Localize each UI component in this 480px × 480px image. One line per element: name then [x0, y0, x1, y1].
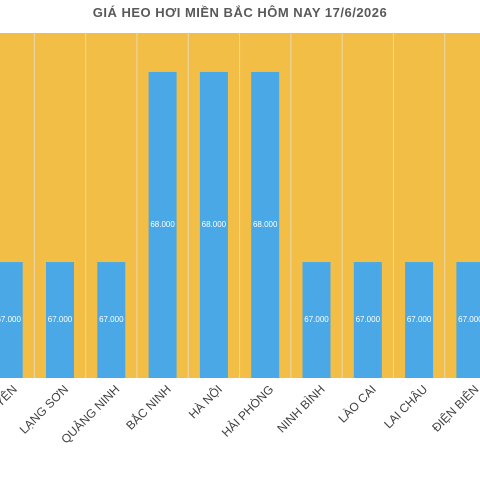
x-tick-label: ĐIỆN BIÊN — [428, 382, 480, 435]
bar — [148, 71, 177, 378]
bar — [302, 262, 331, 378]
value-label: 68.000 — [253, 220, 278, 229]
bar — [199, 71, 228, 378]
bar — [456, 262, 480, 378]
bar — [251, 71, 280, 378]
value-label: 68.000 — [150, 220, 175, 229]
value-label: 68.000 — [202, 220, 227, 229]
bar — [97, 262, 126, 378]
x-tick-label: LAI CHÂU — [380, 382, 430, 432]
bar — [405, 262, 434, 378]
x-tick-label: LÀO CAI — [335, 382, 379, 426]
x-tick-label: HÀ NỘI — [185, 382, 225, 422]
value-label: 67.000 — [458, 315, 480, 324]
value-label: 67.000 — [304, 315, 329, 324]
value-label: 67.000 — [0, 315, 21, 324]
value-label: 67.000 — [407, 315, 432, 324]
value-label: 67.000 — [99, 315, 124, 324]
bar — [0, 262, 23, 378]
value-label: 67.000 — [48, 315, 73, 324]
x-tick-label: LẠNG SƠN — [17, 382, 71, 436]
x-tick-label: NINH BÌNH — [274, 382, 328, 436]
x-tick-label: BẮC NINH — [123, 382, 174, 433]
chart-title: GIÁ HEO HƠI MIỀN BẮC HÔM NAY 17/6/2026 — [93, 5, 388, 20]
bar — [353, 262, 382, 378]
x-tick-label: THÁI NGUYÊN — [0, 382, 20, 451]
value-label: 67.000 — [356, 315, 381, 324]
x-tick-label: HẢI PHÒNG — [218, 382, 276, 440]
bar — [46, 262, 74, 378]
